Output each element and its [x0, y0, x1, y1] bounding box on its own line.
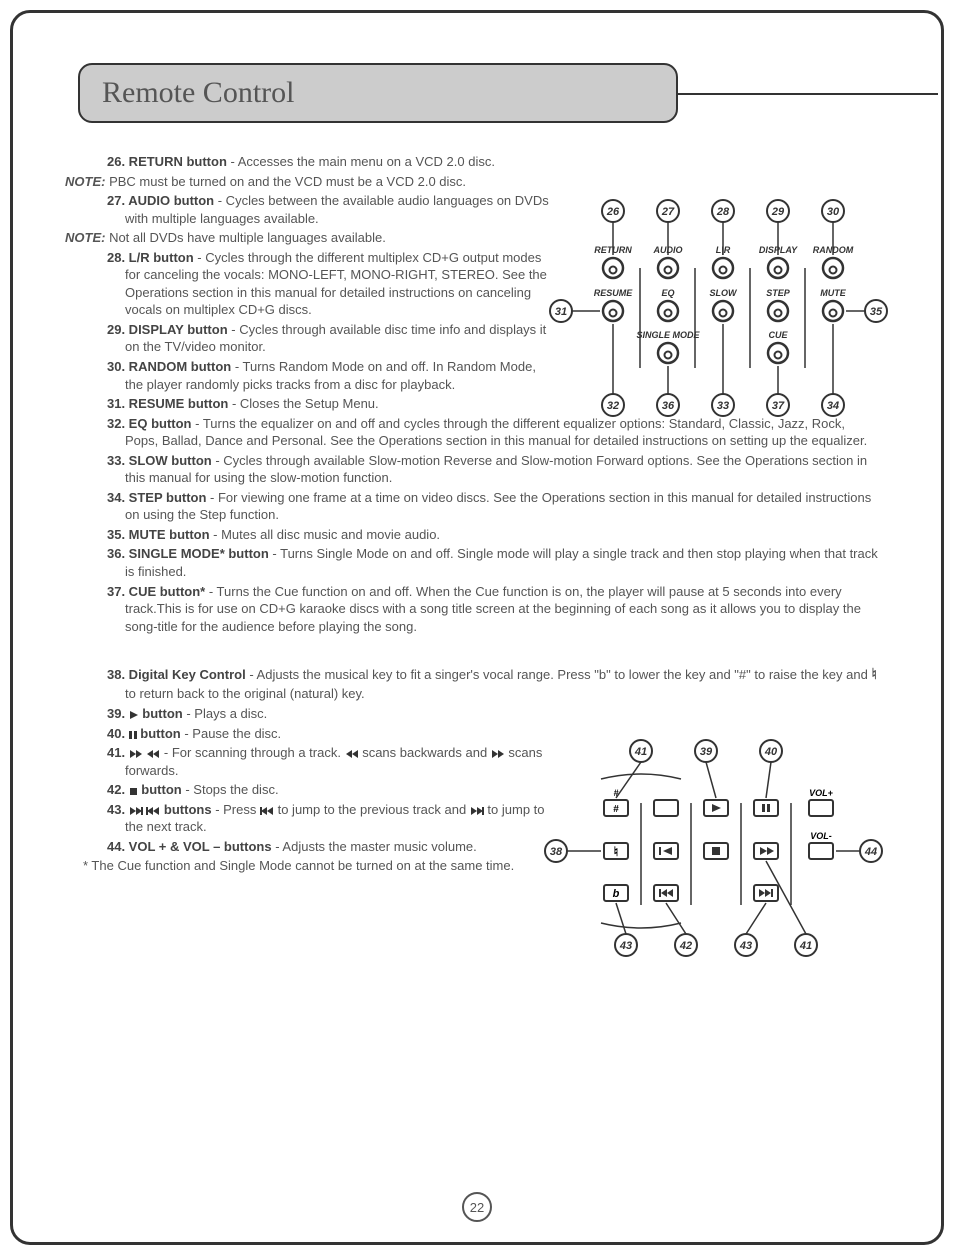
- item-33: 33. SLOW button - Cycles through availab…: [83, 452, 881, 487]
- svg-text:EQ: EQ: [661, 288, 674, 298]
- svg-text:#: #: [613, 804, 619, 815]
- item-41: 41. - For scanning through a track. scan…: [83, 744, 553, 779]
- svg-text:29: 29: [771, 206, 785, 218]
- svg-text:VOL-: VOL-: [810, 831, 832, 841]
- svg-text:42: 42: [679, 940, 692, 952]
- svg-text:27: 27: [661, 206, 675, 218]
- svg-text:SINGLE MODE: SINGLE MODE: [636, 330, 700, 340]
- item-38: 38. Digital Key Control - Adjusts the mu…: [83, 665, 881, 703]
- svg-text:41: 41: [799, 940, 812, 952]
- svg-text:VOL+: VOL+: [809, 788, 834, 798]
- svg-text:31: 31: [555, 306, 567, 318]
- svg-text:43: 43: [619, 940, 632, 952]
- svg-text:STEP: STEP: [766, 288, 791, 298]
- svg-text:38: 38: [550, 846, 563, 858]
- svg-text:35: 35: [870, 306, 883, 318]
- remote-diagram-1: 26 27 28 29 30 RETURN AUDIO L|R DISPLAY RANDOM RES…: [531, 193, 891, 423]
- svg-text:30: 30: [827, 206, 840, 218]
- page-title: Remote Control: [102, 76, 294, 110]
- footnote: * The Cue function and Single Mode canno…: [83, 857, 553, 875]
- svg-text:44: 44: [864, 846, 877, 858]
- svg-text:CUE: CUE: [768, 330, 788, 340]
- svg-text:#: #: [613, 788, 618, 798]
- item-31: 31. RESUME button - Closes the Setup Men…: [83, 395, 553, 413]
- svg-text:40: 40: [764, 746, 778, 758]
- svg-text:RANDOM: RANDOM: [813, 245, 854, 255]
- svg-text:43: 43: [739, 940, 752, 952]
- item-40: 40. button - Pause the disc.: [83, 725, 553, 743]
- page-number: 22: [462, 1192, 492, 1222]
- svg-text:b: b: [613, 888, 620, 900]
- svg-text:RESUME: RESUME: [594, 288, 634, 298]
- item-27: 27. AUDIO button - Cycles between the av…: [83, 192, 553, 227]
- svg-text:RETURN: RETURN: [594, 245, 632, 255]
- svg-text:28: 28: [716, 206, 730, 218]
- item-44: 44. VOL + & VOL – buttons - Adjusts the …: [83, 838, 553, 856]
- title-bar: Remote Control: [78, 63, 678, 123]
- svg-text:37: 37: [772, 400, 785, 412]
- svg-text:MUTE: MUTE: [820, 288, 846, 298]
- svg-text:AUDIO: AUDIO: [653, 245, 683, 255]
- item-30: 30. RANDOM button - Turns Random Mode on…: [83, 358, 553, 393]
- item-34: 34. STEP button - For viewing one frame …: [83, 489, 881, 524]
- item-35: 35. MUTE button - Mutes all disc music a…: [83, 526, 881, 544]
- svg-text:33: 33: [717, 400, 729, 412]
- svg-text:26: 26: [606, 206, 620, 218]
- item-28: 28. L/R button - Cycles through the diff…: [83, 249, 553, 319]
- svg-text:36: 36: [662, 400, 675, 412]
- item-26: 26. RETURN button - Accesses the main me…: [83, 153, 553, 171]
- item-29: 29. DISPLAY button - Cycles through avai…: [83, 321, 553, 356]
- svg-text:34: 34: [827, 400, 839, 412]
- svg-text:32: 32: [607, 400, 619, 412]
- svg-text:♮: ♮: [614, 844, 619, 859]
- item-39: 39. button - Plays a disc.: [83, 705, 553, 723]
- item-42: 42. button - Stops the disc.: [83, 781, 553, 799]
- manual-page: Remote Control 26. RETURN button - Acces…: [10, 10, 944, 1245]
- svg-text:DISPLAY: DISPLAY: [759, 245, 798, 255]
- note-line: NOTE: Not all DVDs have multiple languag…: [83, 229, 553, 247]
- note-line: NOTE: PBC must be turned on and the VCD …: [83, 173, 553, 191]
- svg-text:SLOW: SLOW: [710, 288, 739, 298]
- title-connector-line: [678, 93, 938, 95]
- remote-diagram-2: 41 39 40 # # VOL+ ♮ VOL-b 38 44 43 42 43 41: [531, 733, 891, 963]
- svg-text:L|R: L|R: [716, 245, 731, 255]
- item-43: 43. buttons - Press to jump to the previ…: [83, 801, 553, 836]
- svg-text:39: 39: [700, 746, 713, 758]
- svg-text:41: 41: [634, 746, 647, 758]
- item-36: 36. SINGLE MODE* button - Turns Single M…: [83, 545, 881, 580]
- item-37: 37. CUE button* - Turns the Cue function…: [83, 583, 881, 636]
